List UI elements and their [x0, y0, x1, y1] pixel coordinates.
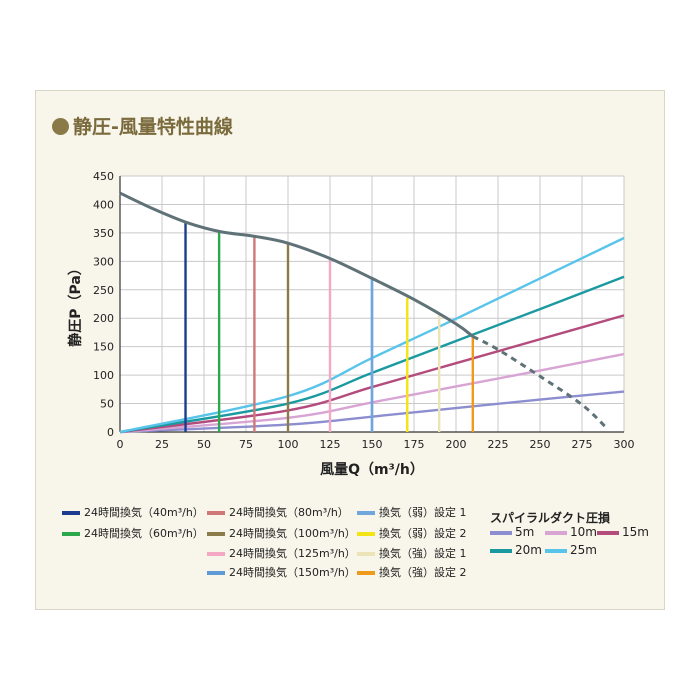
spiral-legend-item: 25m [545, 543, 597, 557]
x-tick-label: 75 [239, 438, 253, 451]
x-tick-label: 25 [155, 438, 169, 451]
legend-label: 24時間換気（100m³/h） [229, 527, 356, 540]
y-tick-label: 250 [93, 284, 114, 297]
legend-item: 換気（強）設定 2 [357, 564, 467, 580]
x-tick-label: 50 [197, 438, 211, 451]
duct-loss-line-20m [119, 275, 625, 434]
legend-label: 換気（強）設定 2 [379, 566, 467, 579]
spiral-legend-item: 10m [545, 525, 597, 539]
duct-loss-line-10m [119, 352, 625, 434]
spiral-legend-item: 5m [490, 525, 534, 539]
legend-label: 24時間換気（60m³/h） [84, 527, 204, 540]
legend-swatch [207, 552, 225, 556]
legend-item: 換気（強）設定 1 [357, 545, 467, 561]
y-tick-label: 450 [93, 170, 114, 183]
legend-label: 換気（強）設定 1 [379, 547, 467, 560]
x-tick-label: 150 [362, 438, 383, 451]
title-bullet-icon [52, 118, 69, 135]
y-tick-label: 350 [93, 227, 114, 240]
x-tick-label: 175 [404, 438, 425, 451]
y-tick-label: 150 [93, 341, 114, 354]
fan-curve-extension-line [472, 335, 609, 430]
legend-swatch [357, 532, 375, 536]
chart-title: 静圧-風量特性曲線 [52, 112, 233, 139]
legend-item: 24時間換気（125m³/h） [207, 545, 356, 561]
legend-label: 換気（弱）設定 1 [379, 506, 467, 519]
duct-loss-line-15m [119, 314, 625, 434]
y-tick-label: 50 [100, 398, 114, 411]
x-tick-label: 275 [572, 438, 593, 451]
legend-label: 24時間換気（40m³/h） [84, 506, 204, 519]
x-tick-label: 300 [614, 438, 635, 451]
spiral-legend-label: 20m [515, 543, 542, 557]
legend-swatch [207, 532, 225, 536]
legend-item: 24時間換気（100m³/h） [207, 525, 356, 541]
legend-item: 24時間換気（60m³/h） [62, 525, 204, 541]
legend-item: 24時間換気（150m³/h） [207, 564, 356, 580]
spiral-legend-item: 15m [597, 525, 649, 539]
spiral-legend-swatch [490, 530, 512, 535]
x-tick-label: 200 [446, 438, 467, 451]
spiral-legend-swatch [545, 530, 567, 535]
spiral-legend-label: 10m [570, 525, 597, 539]
legend-swatch [62, 511, 80, 515]
legend-label: 24時間換気（125m³/h） [229, 547, 356, 560]
legend-item: 換気（弱）設定 2 [357, 525, 467, 541]
legend-item: 24時間換気（40m³/h） [62, 504, 204, 520]
x-tick-label: 0 [117, 438, 124, 451]
y-tick-label: 100 [93, 369, 114, 382]
x-tick-label: 125 [320, 438, 341, 451]
legend-label: 換気（弱）設定 2 [379, 527, 467, 540]
y-tick-label: 400 [93, 198, 114, 211]
x-tick-label: 100 [278, 438, 299, 451]
legend-swatch [207, 511, 225, 515]
legend-label: 24時間換気（150m³/h） [229, 566, 356, 579]
legend-swatch [357, 571, 375, 575]
spiral-legend-swatch [490, 548, 512, 553]
chart-title-text: 静圧-風量特性曲線 [73, 116, 233, 138]
spiral-legend-label: 25m [570, 543, 597, 557]
spiral-legend-swatch [545, 548, 567, 553]
y-tick-label: 300 [93, 255, 114, 268]
legend-swatch [357, 552, 375, 556]
legend-swatch [207, 571, 225, 575]
x-tick-label: 250 [530, 438, 551, 451]
spiral-legend-item: 20m [490, 543, 542, 557]
y-axis-label: 静圧P（Pa） [67, 261, 84, 347]
duct-loss-line-25m [119, 236, 625, 434]
y-tick-label: 200 [93, 312, 114, 325]
fan-curve-line [119, 191, 474, 338]
x-tick-label: 225 [488, 438, 509, 451]
x-axis-label: 風量Q（m³/h） [320, 462, 424, 478]
legend-item: 24時間換気（80m³/h） [207, 504, 349, 520]
legend-swatch [62, 532, 80, 536]
spiral-legend-title: スパイラルダクト圧損 [490, 511, 611, 525]
duct-loss-line-5m [119, 390, 625, 434]
legend-item: 換気（弱）設定 1 [357, 504, 467, 520]
spiral-legend-label: 5m [515, 525, 535, 539]
spiral-legend-label: 15m [622, 525, 649, 539]
legend-label: 24時間換気（80m³/h） [229, 506, 349, 519]
spiral-legend-swatch [597, 530, 619, 535]
legend-swatch [357, 511, 375, 515]
y-tick-label: 0 [107, 426, 114, 439]
